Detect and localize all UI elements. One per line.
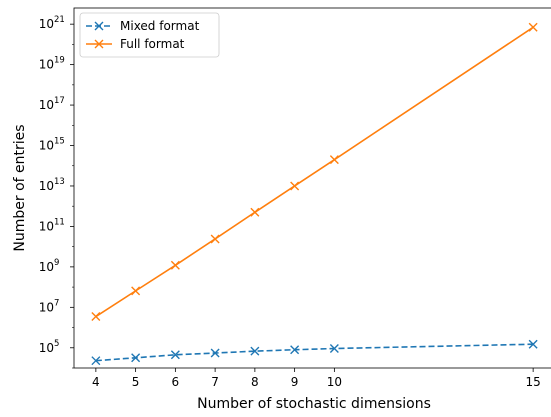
data-point-marker — [170, 350, 180, 360]
y-tick-exponent: 19 — [54, 56, 65, 66]
x-tick-label: 5 — [132, 375, 140, 389]
data-point-marker — [131, 353, 141, 363]
legend: Mixed format Full format — [79, 12, 220, 58]
x-tick-label: 6 — [172, 375, 180, 389]
y-tick-exponent: 9 — [54, 258, 59, 268]
data-point-marker — [290, 345, 300, 355]
x-tick-label: 8 — [251, 375, 259, 389]
y-tick-label: 10 — [39, 58, 54, 72]
y-tick-exponent: 15 — [54, 137, 65, 147]
data-point-marker — [131, 286, 141, 296]
x-tick-label: 10 — [327, 375, 342, 389]
legend-box — [79, 12, 220, 58]
y-tick-label: 10 — [39, 219, 54, 233]
data-point-marker — [250, 346, 260, 356]
y-tick-label: 10 — [39, 17, 54, 31]
data-point-marker — [170, 260, 180, 270]
y-tick-exponent: 21 — [54, 15, 65, 25]
y-tick-label: 10 — [39, 300, 54, 314]
y-tick-label: 10 — [39, 341, 54, 355]
data-point-marker — [528, 339, 538, 349]
plot-area — [73, 7, 551, 369]
series-line — [95, 343, 534, 362]
series-layer — [91, 22, 538, 366]
x-tick-label: 4 — [92, 375, 100, 389]
legend-marker — [94, 39, 104, 49]
x-tick-label: 7 — [211, 375, 219, 389]
data-point-marker — [329, 344, 339, 354]
x-axis: 4 5 6 7 8 9 10 15 — [92, 368, 541, 389]
y-tick-label: 10 — [39, 98, 54, 112]
data-point-marker — [210, 348, 220, 358]
data-point-marker — [528, 22, 538, 32]
legend-label: Mixed format — [120, 19, 200, 33]
legend-label: Full format — [120, 37, 185, 51]
y-tick-exponent: 17 — [54, 96, 65, 106]
y-tick-label: 10 — [39, 139, 54, 153]
y-tick-label: 10 — [39, 260, 54, 274]
series-line — [95, 26, 534, 318]
data-point-marker — [91, 356, 101, 366]
y-tick-exponent: 11 — [54, 217, 65, 227]
series-mixed-format — [91, 339, 538, 366]
legend-marker — [94, 21, 104, 31]
data-point-marker — [250, 207, 260, 217]
data-point-marker — [210, 234, 220, 244]
x-tick-label: 15 — [525, 375, 540, 389]
x-tick-label: 9 — [291, 375, 299, 389]
data-point-marker — [290, 181, 300, 191]
y-tick-exponent: 13 — [54, 177, 65, 187]
y-tick-label: 10 — [39, 179, 54, 193]
x-axis-label: Number of stochastic dimensions — [197, 396, 431, 412]
y-tick-exponent: 7 — [54, 298, 59, 308]
series-full-format — [91, 22, 538, 322]
data-point-marker — [329, 155, 339, 165]
y-tick-exponent: 5 — [54, 339, 59, 349]
y-axis-label: Number of entries — [12, 124, 28, 251]
data-point-marker — [91, 312, 101, 322]
